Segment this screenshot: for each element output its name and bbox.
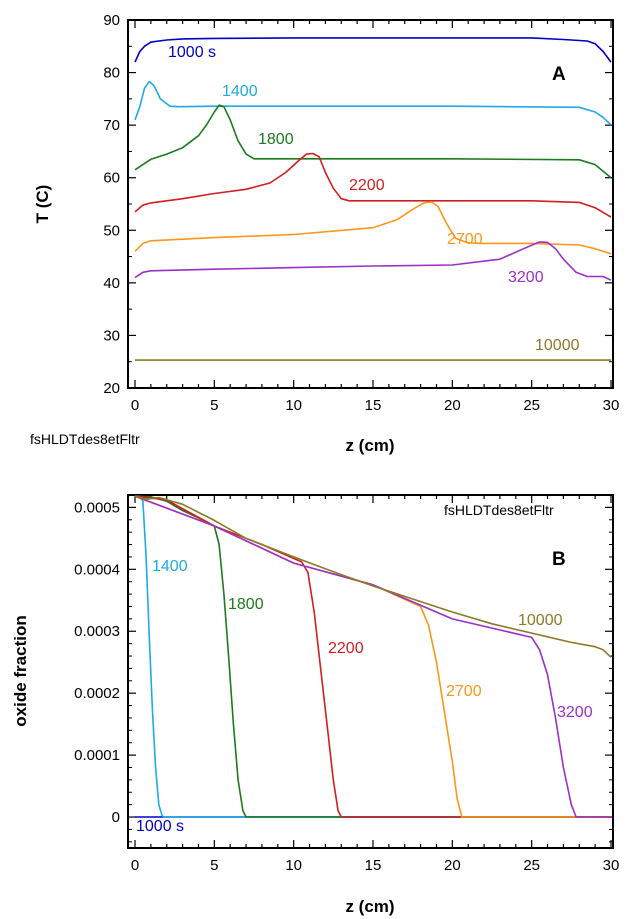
series-label-1000-s: 1000 s [136, 818, 184, 835]
y-tick-label: 0.0005 [74, 499, 120, 516]
plot-frame-a [127, 19, 614, 389]
series-line-10000 [134, 495, 612, 658]
y-tick-label: 0.0002 [74, 685, 120, 702]
x-tick-label: 15 [365, 397, 382, 414]
x-tick-label: 10 [285, 857, 302, 874]
y-tick-label: 20 [103, 380, 120, 397]
series-line-1800 [134, 495, 611, 818]
axis-ticks-b: 0 5 10 15 20 25 30 0 0.0001 0.0002 0.0003 0.0004 0.0… [74, 495, 619, 874]
y-tick-label: 90 [103, 12, 120, 29]
series-label-2700: 2700 [446, 683, 482, 700]
series-line-2200 [134, 152, 612, 218]
series-label-3200: 3200 [508, 269, 544, 286]
series-label-3200: 3200 [557, 704, 593, 721]
y-tick-label: 50 [103, 222, 120, 239]
series-line-1400 [134, 80, 612, 126]
series-label-1800: 1800 [258, 131, 294, 148]
series-group-b: 1000 s 1400 1800 2200 2700 3200 10000 [134, 495, 612, 835]
y-tick-label: 80 [103, 65, 120, 82]
series-line-1800 [134, 104, 612, 179]
x-tick-label: 20 [444, 857, 461, 874]
y-tick-label: 0.0003 [74, 623, 120, 640]
x-tick-label: 15 [365, 857, 382, 874]
series-group-a: 1000 s 1400 1800 2200 2700 3200 10000 [134, 37, 612, 361]
series-label-10000: 10000 [535, 337, 580, 354]
series-label-1800: 1800 [228, 596, 264, 613]
x-tick-label: 0 [131, 397, 139, 414]
series-line-3200 [134, 495, 611, 818]
series-line-2700 [134, 201, 612, 255]
x-axis-label-b: z (cm) [345, 897, 394, 916]
panel-label-a: A [552, 64, 566, 85]
series-line-2200 [134, 495, 611, 818]
y-tick-label: 60 [103, 170, 120, 187]
y-axis-label-b: oxide fraction [11, 615, 30, 726]
chart-panel-b: 0 5 10 15 20 25 30 0 0.0001 0.0002 0.0003 0.0004 0.0… [11, 494, 619, 916]
series-label-1400: 1400 [222, 83, 258, 100]
series-line-3200 [134, 241, 612, 281]
series-label-1000-s: 1000 s [168, 44, 216, 61]
y-tick-label: 40 [103, 275, 120, 292]
y-tick-label: 0.0001 [74, 747, 120, 764]
series-label-1400: 1400 [152, 558, 188, 575]
series-line-2700 [134, 495, 611, 818]
x-tick-label: 10 [285, 397, 302, 414]
y-tick-label: 0.0004 [74, 561, 120, 578]
series-line-1000-s [134, 37, 612, 63]
y-tick-label: 0 [112, 809, 120, 826]
x-tick-label: 20 [444, 397, 461, 414]
plot-frame-b [127, 494, 614, 849]
axis-ticks-a: 0 5 10 15 20 25 30 20 30 40 50 60 70 80 90 [103, 12, 619, 414]
y-tick-label: 70 [103, 117, 120, 134]
x-tick-label: 25 [523, 857, 540, 874]
x-tick-label: 25 [523, 397, 540, 414]
y-tick-label: 30 [103, 327, 120, 344]
series-label-2200: 2200 [349, 177, 385, 194]
series-line-1400 [135, 495, 611, 818]
source-note-a: fsHLDTdes8etFltr [30, 431, 140, 447]
series-label-2200: 2200 [328, 640, 364, 657]
x-tick-label: 5 [210, 857, 218, 874]
source-note-b: fsHLDTdes8etFltr [444, 502, 554, 518]
x-tick-label: 30 [603, 857, 620, 874]
series-label-2700: 2700 [447, 231, 483, 248]
x-tick-label: 30 [603, 397, 620, 414]
series-label-10000: 10000 [518, 612, 563, 629]
x-axis-label-a: z (cm) [345, 436, 394, 455]
x-tick-label: 5 [210, 397, 218, 414]
panel-label-b: B [552, 549, 566, 570]
x-tick-label: 0 [131, 857, 139, 874]
y-axis-label-a: T (C) [33, 185, 52, 224]
